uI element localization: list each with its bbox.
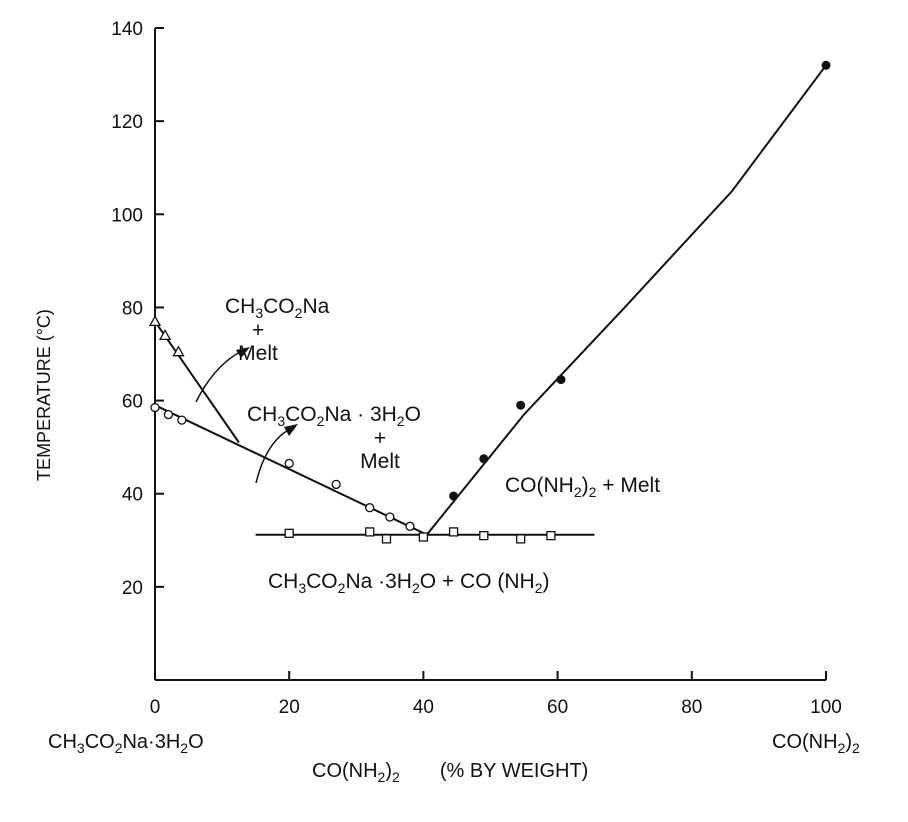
data-point-circle-filled xyxy=(516,400,526,410)
phase-boundary-line-1 xyxy=(154,320,240,444)
x-tick-label: 80 xyxy=(681,697,702,718)
data-point-triangle-open xyxy=(158,329,172,341)
region2-label-line2: + xyxy=(374,427,386,450)
data-point-circle-filled xyxy=(556,375,566,385)
y-axis-title: TEMPERATURE (°C) xyxy=(34,309,54,481)
x-tick-label: 20 xyxy=(279,697,300,718)
region1-label-line1: CH3CO2Na xyxy=(225,295,330,321)
data-point-square-open xyxy=(516,534,526,544)
x-axis-title: CO(NH2)2 (% BY WEIGHT) xyxy=(312,760,588,785)
y-tick-label: 140 xyxy=(111,19,143,40)
region3-label: CO(NH2)2 + Melt xyxy=(505,474,660,500)
data-point-square-open xyxy=(448,527,459,537)
region1-label-line2: + xyxy=(252,319,264,342)
phase-boundary-lines xyxy=(154,64,827,536)
axes xyxy=(154,28,826,681)
x-tick-label: 40 xyxy=(413,697,434,718)
data-point-square-open xyxy=(365,527,375,537)
data-point-square-open xyxy=(418,532,429,542)
data-point-triangle-open xyxy=(148,315,162,327)
data-point-circle-open xyxy=(163,409,174,420)
data-point-circle-open xyxy=(150,402,160,413)
region2-arrowhead xyxy=(284,424,298,436)
data-point-square-open xyxy=(546,530,556,541)
data-points xyxy=(148,60,831,544)
data-point-square-open xyxy=(479,530,489,541)
data-point-circle-open xyxy=(177,415,187,425)
data-point-circle-open xyxy=(405,521,415,531)
region2-label-line1: CH3CO2Na · 3H2O xyxy=(247,403,421,429)
data-point-circle-open xyxy=(365,503,375,513)
y-tick-label: 80 xyxy=(122,298,143,319)
data-point-triangle-open xyxy=(172,345,185,357)
y-tick-label: 60 xyxy=(122,392,143,413)
data-point-square-open xyxy=(284,528,294,538)
annotations: TEMPERATURE (°C) CH3CO2Na·3H2O CO(NH2)2 … xyxy=(34,295,860,785)
y-tick-label: 120 xyxy=(111,112,143,133)
data-point-circle-open xyxy=(284,458,294,469)
region1-arrowhead xyxy=(236,347,250,358)
axis-ticks: 0 20 40 60 80 100 20 40 60 80 100 120 140 xyxy=(111,19,842,718)
x-right-endpoint-label: CO(NH2)2 xyxy=(772,731,860,756)
data-point-circle-filled xyxy=(479,454,489,464)
data-point-circle-filled xyxy=(821,60,831,70)
phase-boundary-line-4 xyxy=(426,64,827,536)
x-tick-label: 60 xyxy=(547,697,568,718)
x-tick-label: 0 xyxy=(150,697,161,718)
data-point-circle-open xyxy=(331,479,341,490)
phase-boundary-line-2 xyxy=(154,404,428,536)
region2-pointer-arrow xyxy=(255,429,289,484)
y-tick-label: 40 xyxy=(122,485,143,506)
y-tick-label: 20 xyxy=(122,578,143,599)
data-point-circle-filled xyxy=(449,491,459,501)
x-tick-label: 100 xyxy=(810,697,842,718)
y-tick-label: 100 xyxy=(111,205,143,226)
region2-label-line3: Melt xyxy=(360,450,400,473)
x-left-endpoint-label: CH3CO2Na·3H2O xyxy=(48,731,204,756)
data-point-circle-open xyxy=(385,512,395,522)
region4-label: CH3CO2Na ·3H2O + CO (NH2) xyxy=(268,570,550,596)
region1-pointer-arrow xyxy=(195,351,241,403)
data-point-square-open xyxy=(381,534,392,544)
